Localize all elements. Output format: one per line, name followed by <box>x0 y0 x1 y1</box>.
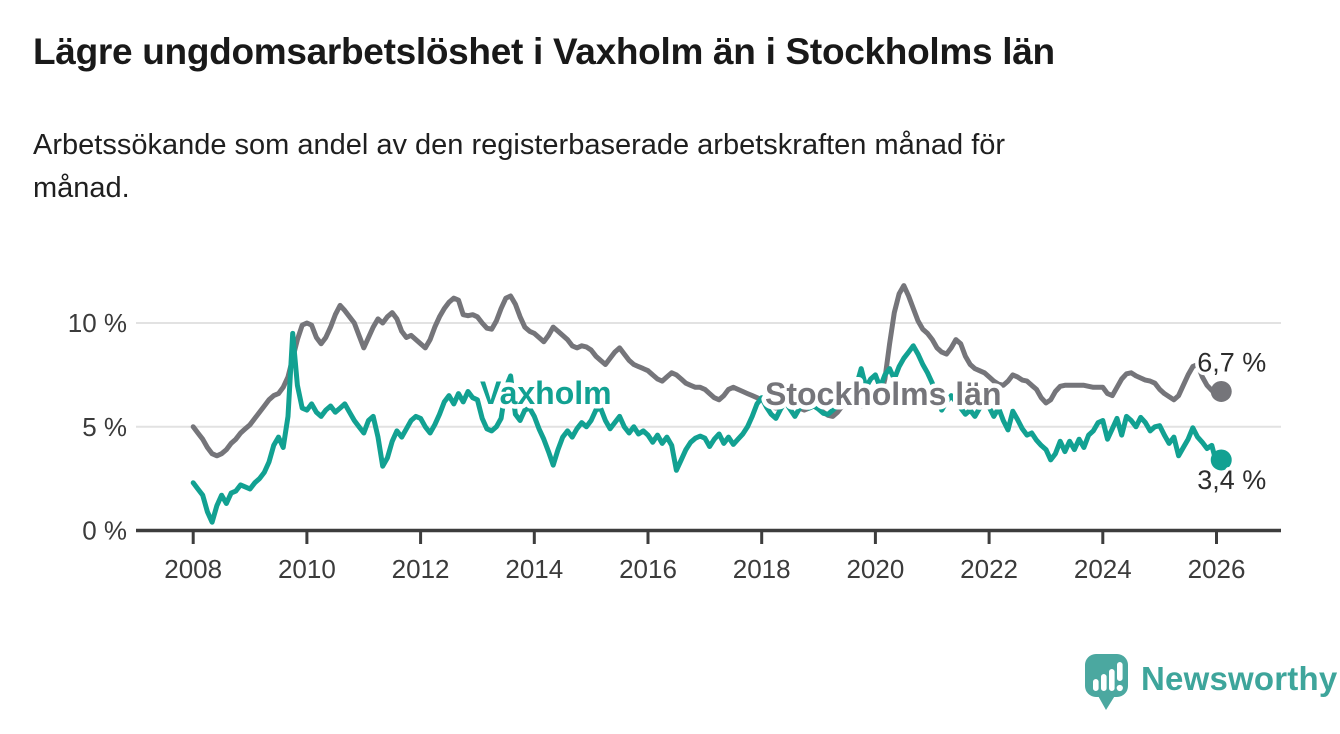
series-end-dot-vaxholm <box>1210 449 1232 471</box>
series-label-vaxholm: Vaxholm <box>480 375 612 411</box>
page-title: Lägre ungdomsarbetslöshet i Vaxholm än i… <box>33 31 1055 72</box>
x-axis-tick-label: 2024 <box>1074 554 1132 584</box>
x-axis-tick-label: 2026 <box>1188 554 1246 584</box>
newsworthy-brand-name: Newsworthy <box>1141 660 1338 697</box>
series-line-vaxholm <box>190 330 1224 525</box>
y-axis-tick-label: 10 % <box>68 308 127 338</box>
x-axis-tick-label: 2010 <box>278 554 336 584</box>
series-end-value-vaxholm: 3,4 % <box>1197 465 1266 495</box>
y-axis-tick-label: 0 % <box>82 516 127 546</box>
series-line-stockholms-l-n <box>190 283 1224 459</box>
chart-subtitle: Arbetssökande som andel av den registerb… <box>33 129 1006 205</box>
newsworthy-logo-icon <box>1085 654 1128 710</box>
y-axis-tick-label: 5 % <box>82 412 127 442</box>
x-axis-tick-label: 2016 <box>619 554 677 584</box>
series-end-dot-stockholms-l-n <box>1210 380 1232 402</box>
newsworthy-brand: Newsworthy <box>1083 648 1337 716</box>
x-axis-tick-label: 2022 <box>960 554 1018 584</box>
x-axis-tick-label: 2012 <box>392 554 450 584</box>
x-axis-tick-label: 2020 <box>846 554 904 584</box>
x-axis-tick-label: 2014 <box>505 554 563 584</box>
x-axis-tick-label: 2018 <box>733 554 791 584</box>
chart-header: Lägre ungdomsarbetslöshet i Vaxholm än i… <box>33 30 1313 210</box>
x-axis-tick-label: 2008 <box>164 554 222 584</box>
series-label-stockholms-l-n: Stockholms län <box>765 376 1002 412</box>
series-end-value-stockholms-l-n: 6,7 % <box>1197 347 1266 377</box>
